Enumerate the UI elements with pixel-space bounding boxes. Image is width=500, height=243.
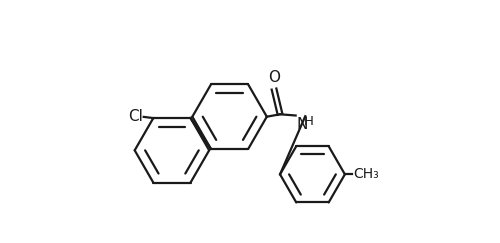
Text: N: N bbox=[297, 117, 308, 132]
Text: Cl: Cl bbox=[128, 109, 142, 124]
Text: O: O bbox=[268, 70, 280, 85]
Text: H: H bbox=[304, 115, 314, 128]
Text: CH₃: CH₃ bbox=[353, 167, 379, 181]
